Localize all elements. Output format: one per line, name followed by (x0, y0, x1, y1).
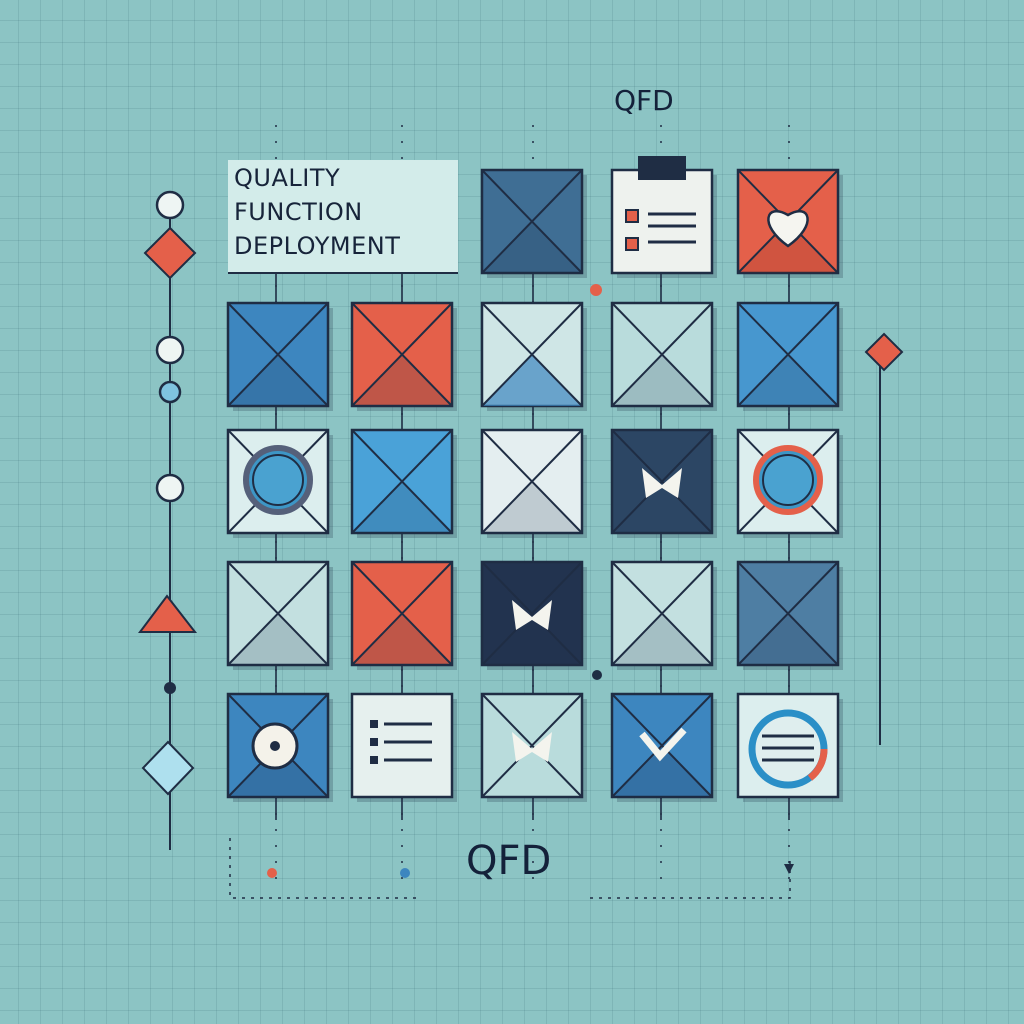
marker-dot (267, 868, 277, 878)
matrix-cell-ring (226, 428, 333, 538)
cell-shade (228, 613, 328, 665)
left-marker-dot (164, 682, 176, 694)
triangle-marker-icon (138, 594, 198, 633)
ring-accent (807, 748, 828, 781)
marker-dot (592, 670, 602, 680)
matrix-cell-x (226, 301, 333, 411)
cross-lines (481, 561, 583, 666)
cross-lines (611, 561, 713, 666)
ring-inner (252, 454, 304, 506)
matrix-cell-x (736, 560, 843, 670)
matrix-cell-x (350, 428, 457, 538)
cross-lines (227, 561, 329, 666)
bowtie-icon (512, 600, 552, 630)
title-line-2: FUNCTION (234, 198, 363, 226)
cell-shade (228, 354, 328, 406)
left-marker-circle-blue (158, 380, 182, 404)
matrix-cell-x (610, 560, 717, 670)
bullet-icon (370, 756, 378, 764)
matrix-cell-clipboard (610, 156, 717, 278)
marker-dot (590, 284, 602, 296)
cross-lines (481, 169, 583, 274)
circle-marker-icon (158, 380, 182, 404)
qfd-label-bottom: QFD (466, 838, 552, 884)
bottom-bracket (229, 838, 791, 899)
cross-lines (481, 429, 583, 534)
bowtie-icon (512, 732, 552, 762)
cell-shade (612, 745, 712, 797)
center-dot-icon (270, 741, 280, 751)
matrix-cell-x (480, 168, 587, 278)
matrix-cell-x (350, 301, 457, 411)
cell-shade (352, 354, 452, 406)
circle-marker-icon (155, 190, 185, 220)
matrix-cell-check (610, 692, 717, 802)
circle-marker-icon (155, 473, 185, 503)
matrix-cell-heart (736, 168, 843, 278)
diamond-marker-icon (864, 332, 904, 372)
diamond-marker-icon (143, 226, 197, 280)
cross-lines (351, 561, 453, 666)
matrix-cell-listring (736, 692, 843, 802)
matrix-cell-x-split (480, 301, 587, 411)
cell-shade (738, 354, 838, 406)
title-line-3: DEPLOYMENT (234, 232, 401, 260)
cross-lines (351, 302, 453, 407)
bullet-icon (370, 738, 378, 746)
cross-lines (737, 302, 839, 407)
matrix-cell-x (736, 301, 843, 411)
cross-lines (481, 693, 583, 798)
cell-shade (482, 221, 582, 273)
matrix-cell-bow (480, 560, 587, 670)
cross-lines (611, 429, 713, 534)
qfd-label-top: QFD (614, 84, 674, 117)
cross-lines (481, 302, 583, 407)
left-marker-circle (155, 190, 185, 220)
cell-shade (482, 354, 582, 406)
marker-dot (400, 868, 410, 878)
cell-box (350, 692, 454, 799)
bowtie-icon (642, 468, 682, 498)
cross-lines (737, 561, 839, 666)
matrix-cell-bow (480, 692, 587, 802)
arrow-down-icon (784, 864, 794, 874)
cell-shade (738, 613, 838, 665)
title-line-1: QUALITY (234, 164, 341, 192)
left-marker-diamond-red (143, 226, 197, 280)
bullet-icon (370, 720, 378, 728)
dot-marker-icon (164, 682, 176, 694)
cell-shade (352, 613, 452, 665)
matrix-cell-ring (736, 428, 843, 538)
checkmark-icon (639, 727, 687, 762)
cell-shade (352, 481, 452, 533)
matrix-cell-bow (610, 428, 717, 538)
matrix-cell-x (350, 560, 457, 670)
cross-lines (611, 302, 713, 407)
diamond-marker-icon (141, 740, 195, 796)
matrix-cell-x (226, 560, 333, 670)
cross-lines (227, 302, 329, 407)
checkbox-icon (625, 237, 639, 251)
cell-shade (612, 354, 712, 406)
ring-inner (762, 454, 814, 506)
left-marker-circle (155, 335, 185, 365)
matrix-cell-list (350, 692, 457, 802)
left-marker-triangle-red (138, 594, 198, 633)
checkbox-icon (625, 209, 639, 223)
left-marker-circle (155, 473, 185, 503)
left-marker-diamond-blue (141, 740, 195, 796)
cross-lines (351, 429, 453, 534)
matrix-cell-x (610, 301, 717, 411)
cell-shade (482, 481, 582, 533)
cell-shade (612, 613, 712, 665)
heart-icon (767, 209, 809, 248)
cross-lines (611, 693, 713, 798)
cell-shade (228, 745, 328, 797)
clipboard-clip-icon (638, 156, 686, 180)
matrix-cell-dot (226, 692, 333, 802)
circle-marker-icon (155, 335, 185, 365)
matrix-cell-x (480, 428, 587, 538)
title-card: QUALITY FUNCTION DEPLOYMENT (228, 160, 458, 272)
